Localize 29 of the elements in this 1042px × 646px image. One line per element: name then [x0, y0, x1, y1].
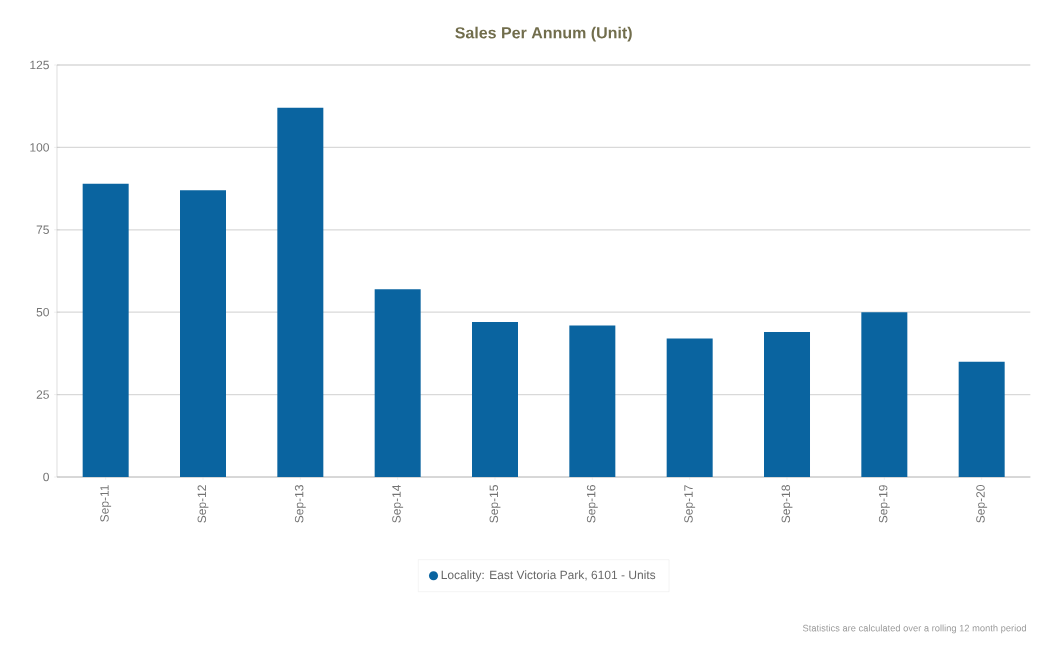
text: Statistics are calculated over a rolling 12 month period [802, 624, 1026, 634]
y-tick-label: 50 [36, 307, 49, 317]
bar [374, 289, 421, 477]
bar [180, 190, 226, 477]
y-tick-label: 125 [30, 60, 49, 70]
y-tick-label: 0 [43, 472, 49, 482]
x-tick-label: Sep-17 [684, 485, 696, 523]
bar [764, 331, 811, 477]
bar [569, 325, 616, 477]
chart-title: Sales Per Annum (Unit) [455, 26, 632, 42]
y-tick-label: 75 [36, 225, 49, 234]
bar [472, 322, 518, 477]
bar [277, 107, 324, 477]
x-tick-label: Sep-18 [781, 485, 793, 523]
x-tick-label: Sep-20 [976, 485, 988, 523]
x-tick-label: Sep-13 [294, 485, 306, 523]
legend-label: Locality: East Victoria Park, 6101 - Units [441, 570, 656, 582]
bar [666, 338, 713, 477]
bar [82, 183, 129, 477]
y-tick-label: 25 [36, 390, 49, 399]
x-tick-label: Sep-16 [586, 485, 598, 523]
x-tick-label: Sep-15 [489, 485, 501, 523]
x-tick-label: Sep-14 [392, 484, 404, 523]
x-tick-label: Sep-11 [100, 485, 112, 522]
x-tick-label: Sep-12 [197, 485, 209, 523]
x-tick-label: Sep-19 [878, 485, 890, 523]
bar [861, 312, 908, 477]
y-tick-label: 100 [30, 143, 49, 152]
bar [958, 361, 1005, 477]
